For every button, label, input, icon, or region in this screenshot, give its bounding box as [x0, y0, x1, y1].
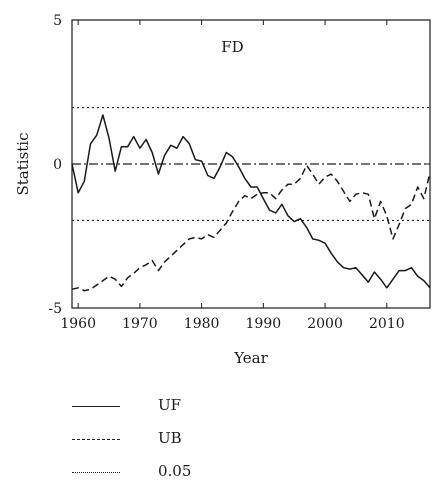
series-line-uf [71, 114, 431, 289]
legend-label-ub: UB [158, 429, 182, 447]
legend-item-ub: UB [70, 425, 370, 458]
y-tick-label: 5 [53, 13, 62, 29]
chart-area: 1960 1970 1980 1990 2000 2010 -5 0 5 FD Year Sta… [14, 13, 431, 367]
series-lines [71, 114, 431, 292]
x-tick-label: 1970 [122, 316, 158, 332]
legend-label-significance: 0.05 [158, 462, 192, 480]
legend-item-uf: UF [70, 392, 370, 425]
legend-label-uf: UF [158, 396, 182, 414]
solid-line-swatch [72, 406, 120, 407]
legend-item-significance: 0.05 [70, 458, 370, 491]
dotted-line-swatch [72, 472, 120, 473]
series-line-ub [71, 164, 431, 292]
y-axis-label: Statistic [14, 133, 32, 196]
axis-ticks: 1960 1970 1980 1990 2000 2010 -5 0 5 [48, 13, 430, 332]
x-tick-label: 2010 [369, 316, 405, 332]
y-tick-label: 0 [53, 157, 62, 173]
y-tick-label: -5 [48, 301, 62, 317]
legend: UF UB 0.05 [70, 392, 370, 491]
x-tick-label: 1980 [184, 316, 220, 332]
chart-title: FD [221, 38, 243, 56]
x-tick-label: 2000 [307, 316, 343, 332]
x-tick-label: 1990 [246, 316, 282, 332]
x-tick-label: 1960 [60, 316, 96, 332]
dashed-line-swatch [72, 439, 120, 440]
reference-lines [72, 106, 430, 222]
x-axis-label: Year [233, 349, 268, 367]
